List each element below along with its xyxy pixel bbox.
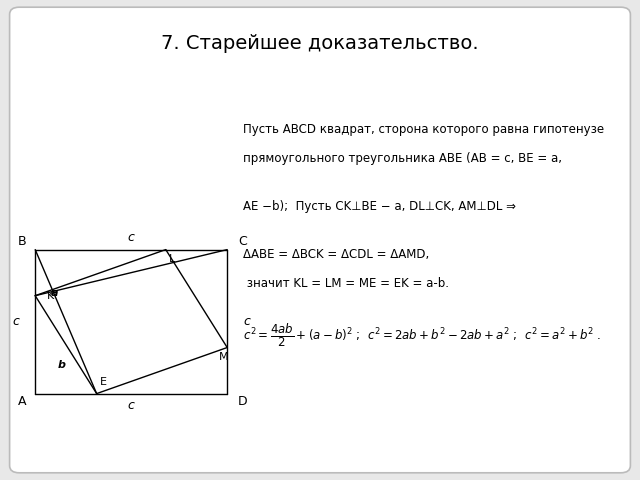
Text: E: E [100, 377, 106, 387]
Text: C: C [238, 235, 247, 249]
Text: ΔABE = ΔBCK = ΔCDL = ΔAMD,: ΔABE = ΔBCK = ΔCDL = ΔAMD, [243, 248, 429, 261]
Text: D: D [237, 395, 248, 408]
Text: 7. Старейшее доказательство.: 7. Старейшее доказательство. [161, 34, 479, 53]
Text: $c^2 = \dfrac{4ab}{2} + (a-b)^2$ ;  $c^2 = 2ab+b^2 - 2ab+a^2$ ;  $c^2 = a^2+b^2$: $c^2 = \dfrac{4ab}{2} + (a-b)^2$ ; $c^2 … [243, 323, 602, 349]
Text: c: c [243, 315, 250, 328]
Text: a: a [51, 288, 58, 298]
Text: c: c [13, 315, 19, 328]
Text: AE −b);  Пусть CK⊥BE − a, DL⊥CK, AM⊥DL ⇒: AE −b); Пусть CK⊥BE − a, DL⊥CK, AM⊥DL ⇒ [243, 200, 516, 213]
Text: Пусть ABCD квадрат, сторона которого равна гипотенузе: Пусть ABCD квадрат, сторона которого рав… [243, 123, 604, 136]
Text: B: B [18, 235, 27, 249]
Text: прямоугольного треугольника ABE (AB = c, BE = a,: прямоугольного треугольника ABE (AB = c,… [243, 152, 562, 165]
Text: M: M [218, 352, 228, 362]
Text: c: c [128, 231, 134, 244]
Text: c: c [128, 399, 134, 412]
FancyBboxPatch shape [10, 7, 630, 473]
Text: A: A [18, 395, 27, 408]
Text: L: L [169, 254, 175, 264]
Text: значит KL = LM = ME = EK = a-b.: значит KL = LM = ME = EK = a-b. [243, 276, 449, 290]
Text: b: b [58, 360, 66, 370]
Text: K: K [47, 291, 54, 300]
